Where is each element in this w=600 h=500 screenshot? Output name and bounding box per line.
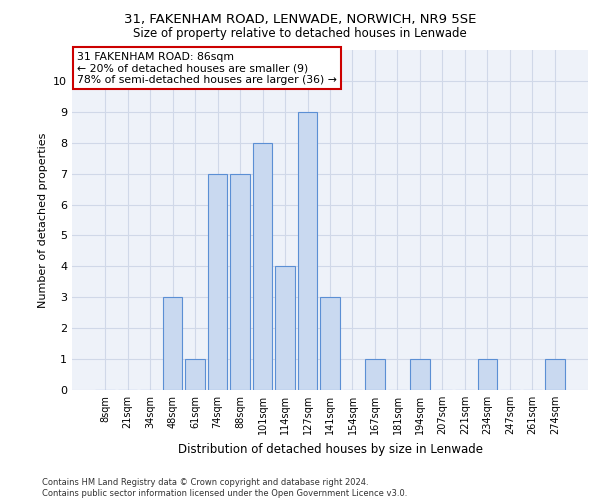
Bar [365,359,385,390]
Bar [410,359,430,390]
Bar [208,174,227,390]
Bar [478,359,497,390]
Bar [275,266,295,390]
Bar [185,359,205,390]
X-axis label: Distribution of detached houses by size in Lenwade: Distribution of detached houses by size … [178,442,482,456]
Text: 31, FAKENHAM ROAD, LENWADE, NORWICH, NR9 5SE: 31, FAKENHAM ROAD, LENWADE, NORWICH, NR9… [124,12,476,26]
Text: Contains HM Land Registry data © Crown copyright and database right 2024.
Contai: Contains HM Land Registry data © Crown c… [42,478,407,498]
Text: 31 FAKENHAM ROAD: 86sqm
← 20% of detached houses are smaller (9)
78% of semi-det: 31 FAKENHAM ROAD: 86sqm ← 20% of detache… [77,52,337,85]
Bar [253,142,272,390]
Bar [320,298,340,390]
Bar [230,174,250,390]
Text: Size of property relative to detached houses in Lenwade: Size of property relative to detached ho… [133,28,467,40]
Y-axis label: Number of detached properties: Number of detached properties [38,132,47,308]
Bar [545,359,565,390]
Bar [298,112,317,390]
Bar [163,298,182,390]
